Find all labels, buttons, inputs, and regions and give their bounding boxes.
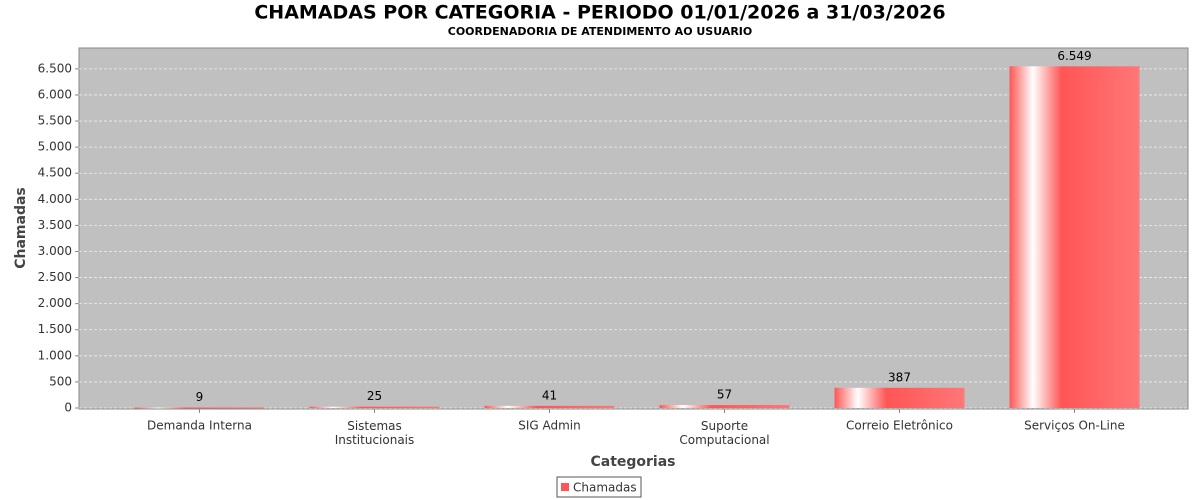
plot-area	[78, 47, 1189, 410]
y-tick-label: 1.500	[38, 322, 72, 336]
y-tick-label: 500	[49, 374, 72, 388]
value-label: 6.549	[1057, 49, 1091, 63]
legend: Chamadas	[556, 476, 642, 498]
x-tick-label: Demanda Interna	[147, 419, 252, 433]
value-label: 9	[196, 390, 204, 404]
y-tick-label: 6.500	[38, 61, 72, 75]
bar	[134, 407, 265, 409]
legend-swatch	[561, 483, 569, 491]
x-axis-label: Categorias	[590, 454, 675, 470]
bar	[1009, 66, 1140, 408]
bar	[659, 405, 790, 408]
y-tick-label: 0	[64, 401, 72, 415]
legend-box	[556, 476, 642, 498]
legend-label: Chamadas	[573, 481, 637, 495]
y-tick-label: 2.000	[38, 296, 72, 310]
y-tick-label: 3.500	[38, 218, 72, 232]
y-tick-label: 2.500	[38, 270, 72, 284]
y-tick-label: 5.500	[38, 114, 72, 128]
y-tick-label: 5.000	[38, 140, 72, 154]
y-tick-label: 4.500	[38, 166, 72, 180]
bar	[834, 387, 965, 408]
x-tick-label: Correio Eletrônico	[846, 419, 953, 433]
y-tick-label: 4.000	[38, 192, 72, 206]
bar	[309, 406, 440, 408]
bar	[484, 405, 615, 408]
value-label: 387	[888, 370, 911, 384]
x-tick-label: Serviços On-Line	[1024, 419, 1125, 433]
x-tick-label: Suporte Computacional	[679, 419, 769, 447]
x-tick-label: Sistemas Institucionais	[335, 419, 415, 447]
y-tick-label: 6.000	[38, 87, 72, 101]
value-label: 41	[542, 388, 557, 402]
y-axis-label: Chamadas	[13, 187, 29, 269]
value-label: 57	[717, 388, 732, 402]
value-label: 25	[367, 389, 382, 403]
chart-title: CHAMADAS POR CATEGORIA - PERIODO 01/01/2…	[254, 2, 945, 24]
chart-subtitle: COORDENADORIA DE ATENDIMENTO AO USUARIO	[448, 25, 753, 38]
y-tick-label: 3.000	[38, 244, 72, 258]
x-tick-label: SIG Admin	[518, 419, 581, 433]
y-tick-label: 1.000	[38, 348, 72, 362]
